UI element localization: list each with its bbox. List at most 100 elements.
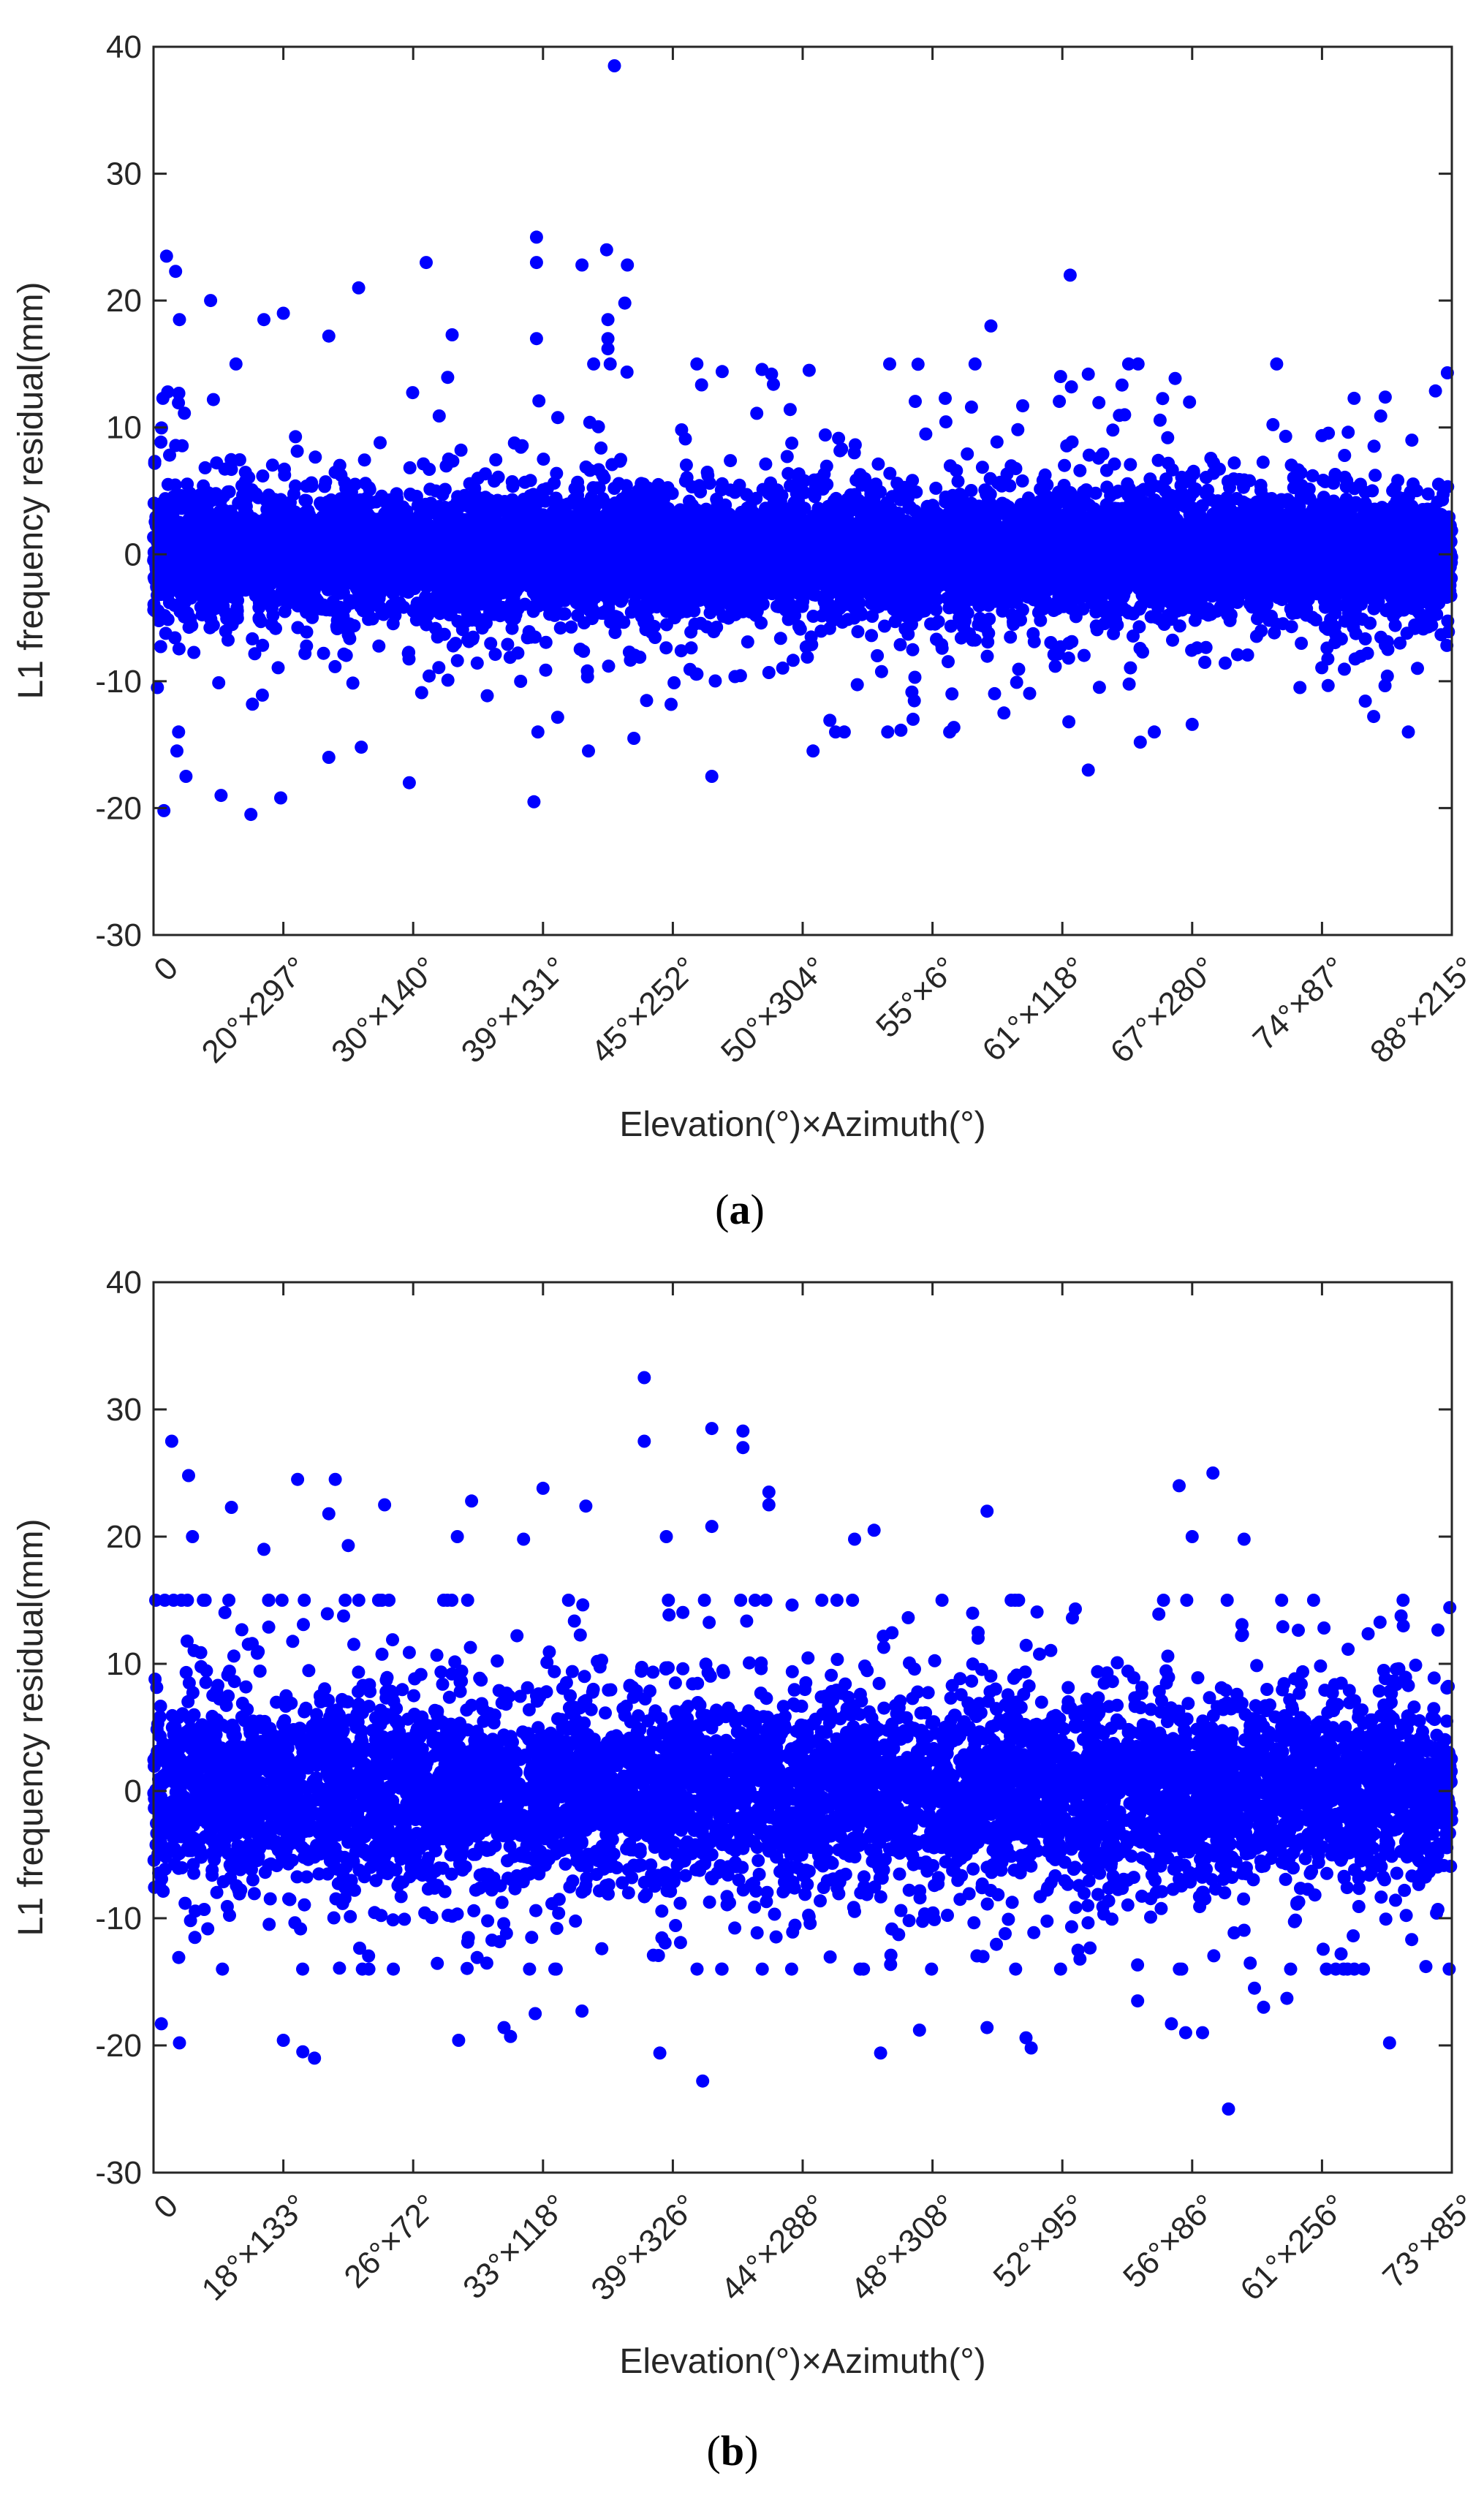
panel-a-point: [1344, 611, 1358, 625]
panel-a-point: [463, 477, 477, 491]
panel-a-point: [514, 675, 528, 688]
panel-a-point: [318, 480, 332, 493]
panel-a-point: [1048, 659, 1062, 673]
panel-a-point: [246, 697, 260, 711]
panel-a-point: [537, 483, 550, 497]
panel-a-point: [911, 357, 925, 371]
panel-a-point: [1421, 487, 1435, 501]
panel-a-point: [587, 357, 601, 371]
panel-a-point: [229, 357, 243, 371]
panel-a-point: [374, 436, 387, 450]
panel-a-point: [256, 469, 270, 483]
panel-a-point: [640, 694, 654, 708]
panel-a-point: [1012, 662, 1026, 676]
panel-a-point: [750, 406, 764, 420]
panel-a-point: [823, 713, 837, 727]
panel-a-point: [1440, 366, 1454, 379]
panel-a-point: [172, 725, 186, 739]
panel-a-point: [741, 635, 754, 649]
panel-a-point: [733, 669, 747, 683]
panel-a-point: [944, 619, 958, 633]
panel-a-point: [906, 643, 920, 656]
panel-a-point: [265, 458, 279, 472]
panel-a-point: [939, 415, 953, 429]
panel-a-point: [1004, 630, 1018, 644]
panel-a-point: [659, 618, 673, 632]
panel-a-point: [850, 678, 864, 692]
panel-a-point: [1010, 675, 1023, 689]
panel-a-point: [951, 474, 965, 488]
panel-a-point: [212, 676, 226, 689]
panel-a-point: [1322, 426, 1336, 440]
panel-a-point: [1198, 656, 1212, 669]
panel-a-point: [187, 645, 201, 659]
panel-a-point: [759, 457, 773, 471]
panel-a-point: [1089, 486, 1102, 500]
panel-a-point: [449, 637, 463, 651]
panel-a-point: [1374, 409, 1388, 423]
panel-a-point: [537, 453, 550, 466]
panel-a-point: [871, 649, 885, 662]
panel-a-point: [518, 475, 531, 489]
panel-a-point: [154, 435, 168, 449]
panel-a-point: [894, 723, 908, 737]
panel-a-point: [1227, 456, 1241, 470]
panel-a-point: [594, 441, 608, 455]
panel-a-point: [1266, 417, 1280, 431]
panel-a-point: [968, 357, 982, 371]
panel-a-point: [441, 371, 455, 385]
panel-a-point: [1073, 463, 1087, 477]
panel-a-point: [881, 725, 895, 739]
panel-a-point: [1131, 357, 1145, 371]
panel-a-point: [328, 659, 342, 673]
panel-a-point: [1091, 451, 1105, 465]
panel-a-point: [401, 646, 415, 660]
panel-a-points: [147, 59, 1458, 822]
panel-a-point: [1121, 357, 1135, 371]
panel-a-point: [1321, 678, 1335, 692]
panel-a-point: [550, 711, 564, 724]
panel-a-point: [620, 366, 634, 379]
panel-a-point: [437, 627, 451, 641]
panel-a-point: [665, 697, 678, 711]
panel-a-point: [776, 661, 790, 675]
panel-a-point: [1168, 371, 1182, 385]
panel-a-point: [248, 647, 262, 661]
panel-a-point: [919, 427, 933, 441]
panel-a-point: [1306, 469, 1320, 482]
panel-a-point: [308, 450, 322, 464]
panel-a-point: [501, 637, 515, 651]
panel-a-point: [586, 481, 600, 495]
panel-a-point: [580, 670, 594, 684]
panel-a-point: [403, 461, 417, 474]
panel-a-point: [893, 637, 907, 651]
panel-a-point: [1124, 661, 1137, 675]
panel-a-point: [1156, 392, 1170, 406]
panel-a-point: [278, 605, 292, 618]
panel-a-point: [289, 430, 303, 444]
panel-a-point: [1077, 648, 1091, 662]
panel-a-point: [357, 453, 371, 467]
panel-a-point: [980, 649, 994, 663]
panel-a-point: [1428, 384, 1442, 398]
panel-a-point: [159, 626, 173, 640]
panel-a-point: [708, 674, 722, 688]
panel-a-point: [337, 647, 351, 661]
panel-a-point: [818, 428, 832, 442]
panel-a-point: [1348, 652, 1362, 666]
panel-a-point: [781, 466, 795, 480]
panel-a-point: [1148, 725, 1161, 739]
panel-a-point: [1407, 477, 1420, 491]
panel-a-point: [372, 639, 386, 653]
panel-a-point: [1347, 391, 1361, 405]
panel-a-point: [724, 454, 738, 468]
panel-a-point: [1380, 669, 1394, 683]
panel-a-point: [942, 655, 955, 669]
panel-a-point: [454, 443, 468, 457]
panel-a-point: [1108, 457, 1121, 471]
panel-a-point: [346, 676, 360, 690]
panel-a-point: [489, 453, 503, 466]
panel-a-point: [851, 625, 865, 639]
